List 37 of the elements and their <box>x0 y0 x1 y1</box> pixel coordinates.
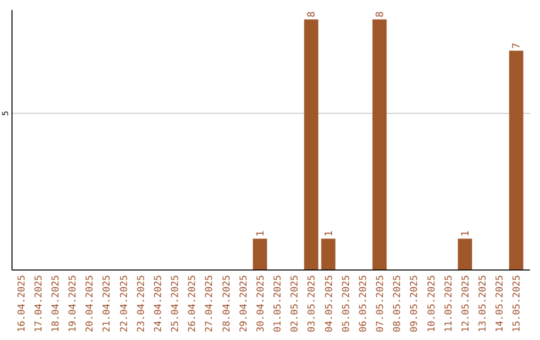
x-tick-label: 26.04.2025 <box>187 275 198 332</box>
x-tick-label: 02.05.2025 <box>290 275 301 332</box>
x-tick-label: 06.05.2025 <box>358 275 369 332</box>
x-tick-label: 01.05.2025 <box>272 275 284 332</box>
x-tick-label: 29.04.2025 <box>238 275 250 332</box>
data-label: 7 <box>512 42 523 49</box>
x-tick-label: 30.04.2025 <box>255 275 266 332</box>
ref-line-label: 5 <box>1 110 10 116</box>
x-tick-label: 21.04.2025 <box>102 275 113 332</box>
data-label: 8 <box>375 11 386 18</box>
x-tick-label: 07.05.2025 <box>375 275 386 332</box>
x-tick-label: 04.05.2025 <box>324 275 335 332</box>
x-tick-label: 14.05.2025 <box>494 275 506 332</box>
x-tick-label: 03.05.2025 <box>306 275 318 332</box>
x-tick-label: 05.05.2025 <box>340 275 352 332</box>
x-tick-label: 11.05.2025 <box>443 275 454 332</box>
x-tick-label: 12.05.2025 <box>460 275 472 332</box>
x-tick-label: 08.05.2025 <box>392 275 404 332</box>
x-tick-label: 16.04.2025 <box>16 275 28 332</box>
x-tick-label: 27.04.2025 <box>204 275 216 332</box>
x-tick-label: 28.04.2025 <box>221 275 232 332</box>
x-tick-label: 10.05.2025 <box>426 275 438 332</box>
x-tick-label: 17.04.2025 <box>33 275 44 332</box>
x-tick-label: 18.04.2025 <box>50 275 62 332</box>
x-tick-label: 20.04.2025 <box>84 275 96 332</box>
x-tick-label: 15.05.2025 <box>512 275 523 332</box>
x-tick-label: 19.04.2025 <box>68 275 79 332</box>
x-tick-label: 09.05.2025 <box>409 275 420 332</box>
x-tick-label: 23.04.2025 <box>136 275 147 332</box>
data-label: 8 <box>306 11 318 18</box>
x-tick-label: 13.05.2025 <box>478 275 489 332</box>
data-label: 1 <box>324 230 335 237</box>
data-label: 1 <box>255 230 266 237</box>
data-label: 1 <box>460 230 472 237</box>
x-tick-label: 25.04.2025 <box>170 275 182 332</box>
x-tick-label: 24.04.2025 <box>152 275 164 332</box>
x-tick-label: 22.04.2025 <box>118 275 130 332</box>
